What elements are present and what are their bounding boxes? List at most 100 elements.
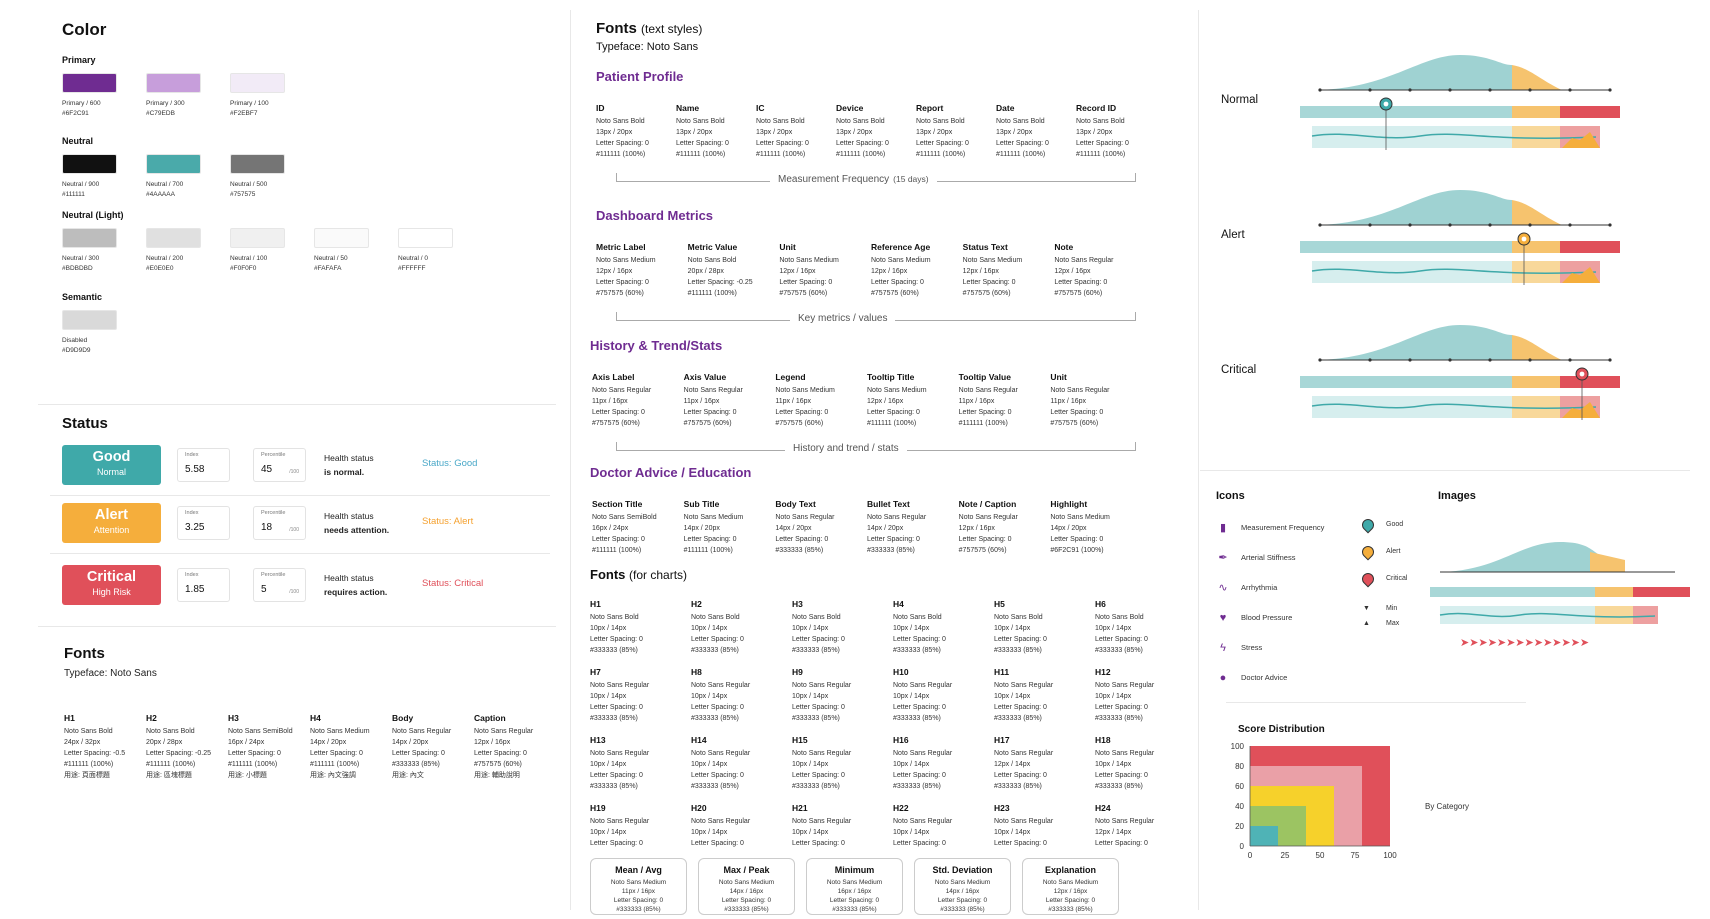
font-spec-line: #757575 (60%): [958, 547, 1007, 554]
font-spec-heading: Legend: [775, 372, 806, 382]
font-spec-line: Noto Sans Bold: [691, 614, 740, 621]
font-spec-line: Letter Spacing: 0: [1095, 636, 1148, 643]
swatch-name: Neutral / 700: [146, 181, 184, 188]
y-tick-label: 0: [1240, 842, 1245, 851]
font-spec-heading: Metric Value: [687, 242, 738, 252]
font-spec: Metric Value Noto Sans Bold 20px / 28px Let…: [688, 242, 780, 299]
font-spec-line: 10px / 14px: [893, 829, 930, 836]
box-value: 3.25: [185, 522, 205, 533]
font-spec: H3 Noto Sans SemiBold 16px / 24px Letter Sp…: [228, 713, 310, 781]
font-spec: H13 Noto Sans Regular 10px / 14px Letter Sp…: [590, 735, 690, 792]
swatch-hex: #C79EDB: [146, 110, 175, 117]
status-icon-label: Alert: [1386, 548, 1401, 555]
font-spec-line: #333333 (85%): [994, 783, 1042, 790]
font-spec-line: Noto Sans Bold: [676, 118, 725, 125]
swatch-name: Disabled: [62, 337, 88, 344]
font-spec-line: Noto Sans Regular: [1095, 750, 1155, 757]
font-spec-heading: Sub Title: [683, 499, 720, 509]
status-badge-good: Good Normal: [62, 445, 161, 485]
stat-line: Letter Spacing: 0: [721, 897, 772, 904]
font-spec-heading: Tooltip Title: [867, 372, 915, 382]
font-spec-line: Letter Spacing: 0: [691, 840, 744, 847]
color-group-label: Neutral: [62, 136, 94, 146]
font-spec-line: 14px / 20px: [392, 739, 429, 746]
font-spec-heading: Reference Age: [871, 242, 931, 252]
font-spec-heading: H7: [590, 667, 601, 677]
font-spec-line: Letter Spacing: 0: [676, 140, 729, 147]
font-spec: H17 Noto Sans Regular 12px / 14px Letter Sp…: [994, 735, 1094, 792]
font-spec: Metric Label Noto Sans Medium 12px / 16px L…: [596, 242, 688, 299]
font-spec-line: 12px / 16px: [962, 268, 999, 275]
font-spec-line: 10px / 14px: [691, 761, 728, 768]
font-spec-line: 12px / 16px: [867, 398, 904, 405]
font-spec: H4 Noto Sans Bold 10px / 14px Letter Spacin…: [893, 599, 993, 656]
font-spec-line: Noto Sans Regular: [994, 818, 1054, 825]
font-spec-heading: H4: [893, 599, 904, 609]
fonts-title: Fonts: [64, 645, 105, 662]
stat-box: Minimum Noto Sans Medium 16px / 16px Letter…: [806, 858, 903, 915]
font-spec-line: 10px / 14px: [590, 693, 627, 700]
font-spec-heading: Axis Value: [683, 372, 727, 382]
font-spec-heading: Unit: [779, 242, 796, 252]
font-spec-line: #333333 (85%): [994, 647, 1042, 654]
font-spec-line: #333333 (85%): [590, 715, 638, 722]
font-spec-line: Noto Sans Regular: [590, 818, 650, 825]
font-spec-line: #333333 (85%): [775, 547, 824, 554]
font-spec-line: Letter Spacing: 0: [592, 409, 645, 416]
font-spec: H16 Noto Sans Regular 10px / 14px Letter Sp…: [893, 735, 993, 792]
font-spec: Axis Value Noto Sans Regular 11px / 16px Le…: [684, 372, 776, 429]
status-description: Health status requires action.: [324, 571, 387, 599]
font-spec-line: 10px / 14px: [792, 761, 829, 768]
color-swatch: [314, 228, 369, 248]
font-spec-line: Letter Spacing: 0: [893, 636, 946, 643]
font-spec-line: Noto Sans Regular: [994, 750, 1054, 757]
font-spec-line: 10px / 14px: [691, 829, 728, 836]
font-spec-line: Letter Spacing: 0: [1050, 409, 1104, 416]
divider: [50, 553, 550, 554]
font-spec-line: 24px / 32px: [64, 739, 101, 746]
stat-line: Letter Spacing: 0: [937, 897, 988, 904]
font-spec-heading: H6: [1095, 599, 1106, 609]
icon-row: ♥ Blood Pressure: [1216, 604, 1293, 631]
font-spec-line: #333333 (85%): [691, 783, 739, 790]
font-spec-line: Letter Spacing: 0: [958, 536, 1012, 543]
stat-box: Mean / Avg Noto Sans Medium 11px / 16px Let…: [590, 858, 687, 915]
font-spec-line: 13px / 20px: [596, 129, 633, 136]
font-spec-line: Noto Sans Bold: [590, 614, 639, 621]
font-spec-line: 10px / 14px: [994, 829, 1031, 836]
triangle-down-icon: ▼: [1363, 605, 1370, 612]
gauge-label: Alert: [1221, 229, 1245, 241]
color-swatch: [230, 73, 285, 93]
font-spec-line: Letter Spacing: 0: [994, 840, 1047, 847]
font-spec-line: Noto Sans Regular: [592, 387, 652, 394]
stat-heading: Std. Deviation: [932, 865, 993, 875]
font-spec-line: #333333 (85%): [792, 783, 840, 790]
status-name: Critical: [86, 569, 137, 585]
font-spec: Bullet Text Noto Sans Regular 14px / 20px L…: [867, 499, 959, 556]
caption-text: History and trend / stats: [793, 443, 899, 454]
font-spec-line: Letter Spacing: 0: [683, 536, 737, 543]
box-unit: /100: [289, 469, 299, 475]
score-bar: [1250, 826, 1278, 846]
font-spec-line: Letter Spacing: 0: [310, 750, 363, 757]
font-spec-line: #111111 (100%): [676, 151, 726, 158]
desc-line: requires action.: [324, 587, 388, 597]
font-spec: Body Noto Sans Regular 14px / 20px Letter S…: [392, 713, 474, 781]
stat-line: Letter Spacing: 0: [1045, 897, 1096, 904]
font-spec: H2 Noto Sans Bold 20px / 28px Letter Spacin…: [146, 713, 228, 781]
font-spec-line: #111111 (100%): [916, 151, 966, 158]
font-spec-line: Noto Sans Medium: [683, 514, 744, 521]
desc-line: needs attention.: [324, 525, 390, 535]
font-spec: H20 Noto Sans Regular 10px / 14px Letter Sp…: [691, 803, 791, 849]
font-spec-heading: Caption: [474, 713, 506, 723]
font-spec-line: #757575 (60%): [683, 420, 732, 427]
icon-label: Stress: [1241, 643, 1263, 652]
color-swatch-label: Primary / 100 #F2EBF7: [230, 99, 310, 119]
font-spec: Status Text Noto Sans Medium 12px / 16px Le…: [963, 242, 1055, 299]
font-spec-line: Noto Sans Regular: [958, 514, 1018, 521]
font-spec: Date Noto Sans Bold 13px / 20px Letter Spac…: [996, 103, 1076, 160]
font-spec-line: #333333 (85%): [893, 715, 941, 722]
font-spec-line: 10px / 14px: [590, 761, 627, 768]
font-spec-line: Letter Spacing: 0: [792, 704, 845, 711]
font-spec-line: Letter Spacing: 0: [1054, 279, 1108, 286]
